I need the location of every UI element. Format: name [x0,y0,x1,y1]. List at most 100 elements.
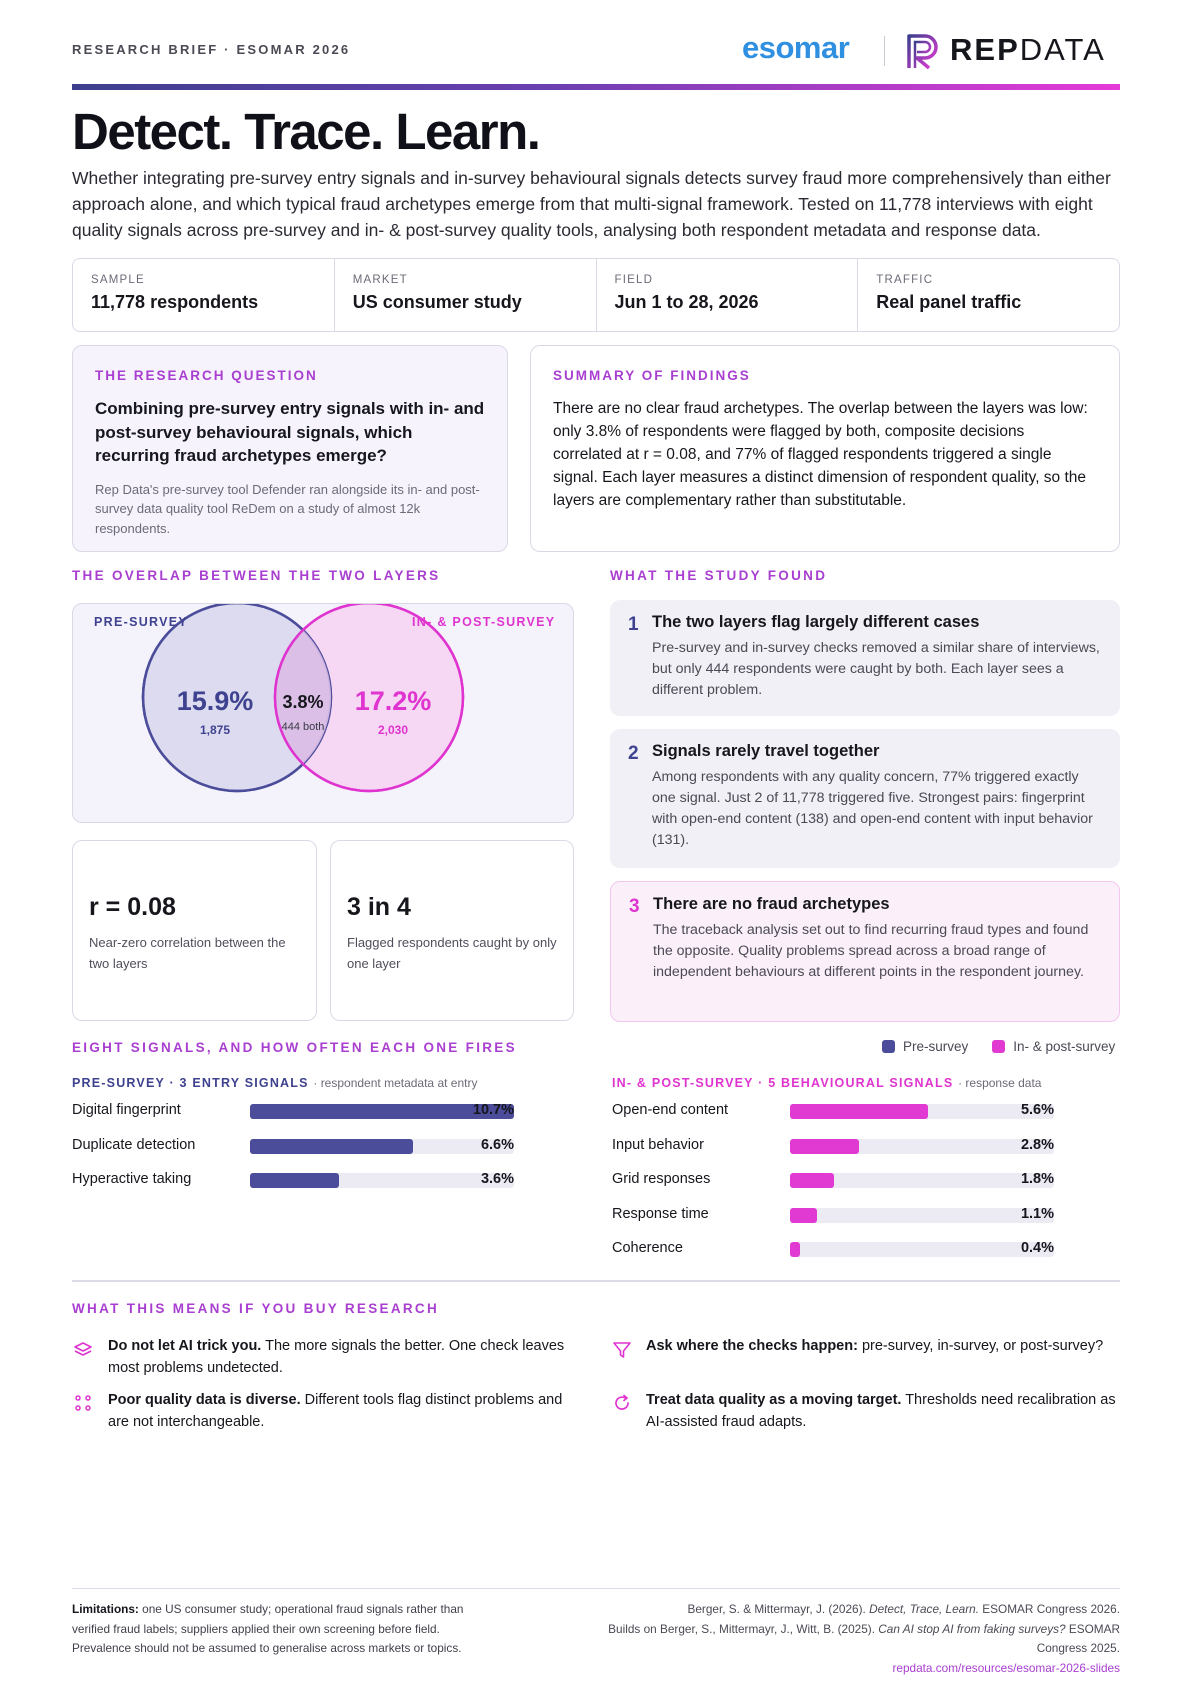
signal-label: Hyperactive taking [72,1171,192,1187]
signal-bar [250,1138,413,1154]
overlap-heading: THE OVERLAP BETWEEN THE TWO LAYERS [72,568,441,583]
finding-card: 2 Signals rarely travel together Among r… [610,729,1120,868]
venn-pre-label: PRE-SURVEY [94,615,189,629]
venn-post-pct: 17.2% [355,686,432,716]
signal-value-label: 2.8% [1020,1136,1054,1153]
signal-bar-track [250,1138,514,1154]
signal-bar [790,1173,835,1188]
signal-bar-track [790,1173,1054,1188]
meta-traffic: TRAFFIC Real panel traffic [858,259,1119,331]
signal-bar-row: Digital fingerprint 10.7% [72,1100,1072,1122]
signal-bar-row: Input behavior 2.8% [612,1135,1191,1157]
stat-value: r = 0.08 [89,893,176,921]
intro-paragraph: Whether integrating pre-survey entry sig… [72,168,1111,240]
signal-bar [790,1207,818,1223]
signal-bar-row: Grid responses 1.8% [612,1169,1191,1191]
venn-both-pct: 3.8% [282,692,323,712]
finding-number: 2 [628,743,639,764]
esomar-logo: esomar [742,30,850,65]
signal-value-label: 5.6% [1020,1102,1054,1118]
meta-label: MARKET [352,274,408,286]
signal-bar-track [790,1138,1054,1154]
correlation-stat-card: r = 0.08 Near-zero correlation between t… [72,840,317,1021]
meta-field: FIELD Jun 1 to 28, 2026 [597,259,859,331]
single-layer-stat-card: 3 in 4 Flagged respondents caught by onl… [330,840,574,1021]
meta-value: Real panel traffic [876,292,1022,312]
accent-bar [72,84,1120,90]
findings-heading: WHAT THE STUDY FOUND [610,568,828,583]
implication-item: Ask where the checks happen: pre-survey,… [646,1338,1104,1354]
venn-intersection [274,630,332,764]
brief-label: RESEARCH BRIEF · ESOMAR 2026 [72,42,351,57]
signal-bar [250,1173,339,1188]
finding-card-highlight: 3 There are no fraud archetypes The trac… [610,881,1120,1022]
page-title: Detect. Trace. Learn. [72,103,541,160]
layers-icon [74,1342,92,1356]
refresh-icon [615,1394,629,1410]
question-note: Rep Data's pre-survey tool Defender ran … [95,481,480,536]
finding-title: Signals rarely travel together [652,742,880,760]
chart-legend: Pre-survey In- & post-survey [882,1039,1115,1054]
signal-bar-track [790,1242,1054,1257]
meta-sample: SAMPLE 11,778 respondents [73,259,335,331]
signal-bar-row: Open-end content 5.6% [612,1100,1191,1122]
signal-bar-row: Coherence 0.4% [612,1238,1191,1260]
venn-pre-count: 1,875 [200,723,230,737]
implication-item: Treat data quality as a moving target. T… [646,1392,1116,1430]
repdata-logo: REPDATA [950,32,1106,67]
venn-post-label: IN- & POST-SURVEY [412,615,556,629]
question-text: Combining pre-survey entry signals with … [95,399,485,465]
signal-label: Duplicate detection [72,1136,196,1153]
signals-heading: EIGHT SIGNALS, AND HOW OFTEN EACH ONE FI… [72,1040,517,1055]
venn-circle-post-outline [273,604,465,793]
finding-number: 1 [628,614,639,635]
post-survey-subheading: IN- & POST-SURVEY · 5 BEHAVIOURAL SIGNAL… [612,1076,1042,1090]
signal-value-label: 1.1% [1020,1205,1054,1222]
venn-pre-pct: 15.9% [177,686,254,716]
implications-heading: WHAT THIS MEANS IF YOU BUY RESEARCH [72,1301,440,1316]
pre-survey-subheading: PRE-SURVEY · 3 ENTRY SIGNALS · responden… [72,1076,478,1090]
slides-link[interactable]: repdata.com/resources/esomar-2026-slides [892,1660,1120,1675]
signal-bar-track [790,1104,1054,1119]
finding-body: The traceback analysis set out to find r… [653,922,1089,980]
meta-value: Jun 1 to 28, 2026 [614,292,759,312]
finding-card: 1 The two layers flag largely different … [610,600,1120,716]
venn-diagram: 15.9% 1,875 3.8% 444 both 17.2% 2,030 [141,604,465,793]
signal-label: Open-end content [612,1102,729,1118]
finding-number: 3 [629,896,640,917]
logo-divider [884,36,885,66]
signal-value-label: 6.6% [480,1136,514,1153]
question-eyebrow: THE RESEARCH QUESTION [95,368,318,383]
funnel-icon [613,1342,631,1358]
signal-label: Digital fingerprint [72,1102,181,1118]
legend-label-pre: Pre-survey [903,1039,969,1054]
section-divider [72,1280,1120,1282]
venn-card: 15.9% 1,875 3.8% 444 both 17.2% 2,030 [72,603,574,823]
signal-label: Coherence [612,1240,683,1256]
meta-label: SAMPLE [91,274,145,286]
summary-card: SUMMARY OF FINDINGS There are no clear f… [530,345,1120,552]
signal-bar-row: Hyperactive taking 3.6% [72,1169,1072,1191]
signal-label: Response time [612,1205,709,1222]
finding-title: The two layers flag largely different ca… [652,613,980,631]
signal-bar [790,1104,929,1119]
implication-item: Poor quality data is diverse. Different … [108,1392,563,1430]
signal-bar-track [790,1207,1054,1223]
summary-text: There are no clear fraud archetypes. The… [553,400,1088,509]
citation-primary: Berger, S. & Mittermayr, J. (2026). Dete… [687,1602,1120,1616]
citation-block: Berger, S. & Mittermayr, J. (2026). Dete… [560,1600,1120,1678]
legend-swatch-pre [882,1040,895,1053]
stat-value: 3 in 4 [347,893,411,921]
meta-label: FIELD [614,274,654,286]
stat-caption: Near-zero correlation between the two la… [89,935,286,971]
meta-value: 11,778 respondents [91,292,259,312]
legend-label-post: In- & post-survey [1013,1039,1116,1054]
summary-eyebrow: SUMMARY OF FINDINGS [553,368,751,383]
citation-secondary: Builds on Berger, S., Mittermayr, J., Wi… [608,1621,1120,1656]
legend-swatch-post [992,1040,1006,1053]
limitations-note: Limitations: one US consumer study; oper… [72,1602,464,1655]
signal-bar [790,1138,860,1154]
signal-value-label: 3.6% [480,1171,514,1187]
signal-bar [250,1104,514,1119]
signal-bar-row: Duplicate detection 6.6% [72,1135,1072,1157]
